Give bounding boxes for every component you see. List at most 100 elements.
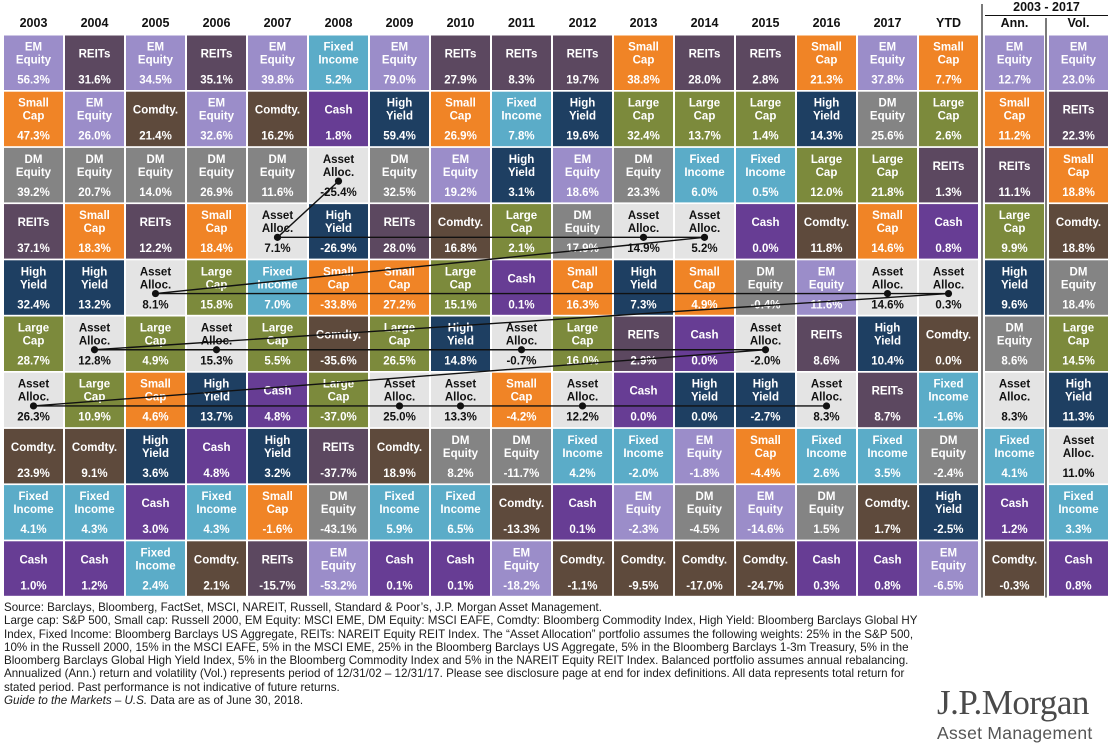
cell-label: Equity <box>1061 279 1097 291</box>
cell-value: 2.1% <box>203 580 229 592</box>
cell-label: Equity <box>382 167 418 179</box>
column-header: 2012 <box>569 16 597 30</box>
cell-label: Cap <box>1068 336 1090 348</box>
logo-subtitle: Asset Management <box>937 723 1093 743</box>
cell-fi <box>553 428 612 484</box>
cell-label: Equity <box>687 504 723 516</box>
asset-alloc-point <box>883 289 892 298</box>
cell-reit <box>919 147 978 203</box>
cell-label: Fixed <box>323 42 353 54</box>
guide-title: Guide to the Markets – U.S. <box>4 694 148 708</box>
asset-alloc-point <box>456 402 465 410</box>
cell-value: -2.3% <box>628 524 658 536</box>
cell-com <box>4 428 63 484</box>
cell-label: Cap <box>755 448 777 460</box>
cell-reit <box>370 204 429 259</box>
footnote-definitions: Large cap: S&P 500, Small cap: Russell 2… <box>4 614 918 694</box>
cell-value: 32.5% <box>383 187 416 199</box>
cell-lc <box>431 260 490 315</box>
cell-label: High <box>387 98 413 110</box>
cell-label: Income <box>13 504 53 516</box>
cell-value: 8.2% <box>447 468 473 480</box>
cell-value: -4.4% <box>750 468 780 480</box>
cell-value: 8.3% <box>508 75 534 87</box>
cell-fi <box>65 485 124 540</box>
cell-label: REITs <box>628 330 660 342</box>
column-header: YTD <box>936 16 961 30</box>
cell-sc <box>126 372 185 428</box>
cell-label: Cap <box>450 111 472 123</box>
cell-label: Fixed <box>567 435 597 447</box>
cell-label: Cash <box>385 554 413 566</box>
cell-fi <box>431 485 490 540</box>
cell-value: 17.9% <box>566 243 599 255</box>
cell-lc <box>985 204 1044 259</box>
cell-label: Small <box>689 266 720 278</box>
cell-value: 0.0% <box>630 412 656 424</box>
cell-label: Large <box>750 98 781 110</box>
cell-value: 8.6% <box>1001 356 1027 368</box>
cell-dm <box>126 147 185 203</box>
cell-label: Cap <box>633 111 655 123</box>
cell-em <box>492 541 551 596</box>
cell-value: 0.8% <box>874 580 900 592</box>
cell-label: EM <box>86 98 103 110</box>
cell-value: -6.5% <box>933 580 963 592</box>
cell-reit <box>248 541 307 596</box>
cell-com <box>858 485 917 540</box>
cell-value: 0.0% <box>752 243 778 255</box>
cell-label: Equity <box>748 279 784 291</box>
cell-label: Alloc. <box>140 279 171 291</box>
cell-sc <box>736 428 795 484</box>
cell-aa <box>797 372 856 428</box>
cell-lc <box>492 204 551 259</box>
cell-hy <box>65 260 124 315</box>
cell-value: 4.1% <box>1001 468 1027 480</box>
cell-value: 4.8% <box>203 468 229 480</box>
cell-em <box>1049 35 1108 90</box>
cell-label: Large <box>628 98 659 110</box>
cell-value: 38.8% <box>627 75 660 87</box>
cell-label: Yield <box>630 279 657 291</box>
cell-lc <box>675 91 734 147</box>
cell-value: 3.6% <box>142 468 168 480</box>
cell-value: -4.2% <box>506 412 536 424</box>
cell-value: 18.9% <box>383 468 416 480</box>
cell-label: REITs <box>933 161 965 173</box>
cell-label: Income <box>74 504 114 516</box>
cell-label: Yield <box>447 336 474 348</box>
cell-label: Equity <box>748 504 784 516</box>
cell-cash <box>431 541 490 596</box>
cell-label: DM <box>330 491 348 503</box>
cell-label: High <box>21 266 47 278</box>
column-header: 2005 <box>142 16 170 30</box>
summary-group-header: 2003 - 2017 <box>1013 0 1080 14</box>
cell-label: Alloc. <box>628 223 659 235</box>
cell-value: 10.9% <box>78 412 111 424</box>
cell-label: DM <box>879 98 897 110</box>
cell-sc <box>858 204 917 259</box>
cell-value: 79.0% <box>383 75 416 87</box>
cell-label: High <box>631 266 657 278</box>
cell-lc <box>4 316 63 371</box>
cell-label: Large <box>999 210 1030 222</box>
cell-label: Small <box>567 266 598 278</box>
cell-label: Income <box>867 448 907 460</box>
cell-value: 7.8% <box>508 131 534 143</box>
cell-value: 0.8% <box>1065 580 1091 592</box>
cell-value: 3.1% <box>508 187 534 199</box>
cell-value: 15.1% <box>444 299 477 311</box>
column-header: 2007 <box>264 16 292 30</box>
cell-value: -18.2% <box>503 580 539 592</box>
cell-lc <box>309 372 368 428</box>
cell-fi <box>985 428 1044 484</box>
cell-lc <box>1049 316 1108 371</box>
cell-label: Small <box>262 491 293 503</box>
cell-value: 39.2% <box>17 187 50 199</box>
cell-fi <box>736 147 795 203</box>
cell-com <box>675 541 734 596</box>
cell-label: EM <box>391 42 408 54</box>
cell-label: Equity <box>260 55 296 67</box>
cell-em <box>736 485 795 540</box>
cell-label: Cap <box>23 336 45 348</box>
